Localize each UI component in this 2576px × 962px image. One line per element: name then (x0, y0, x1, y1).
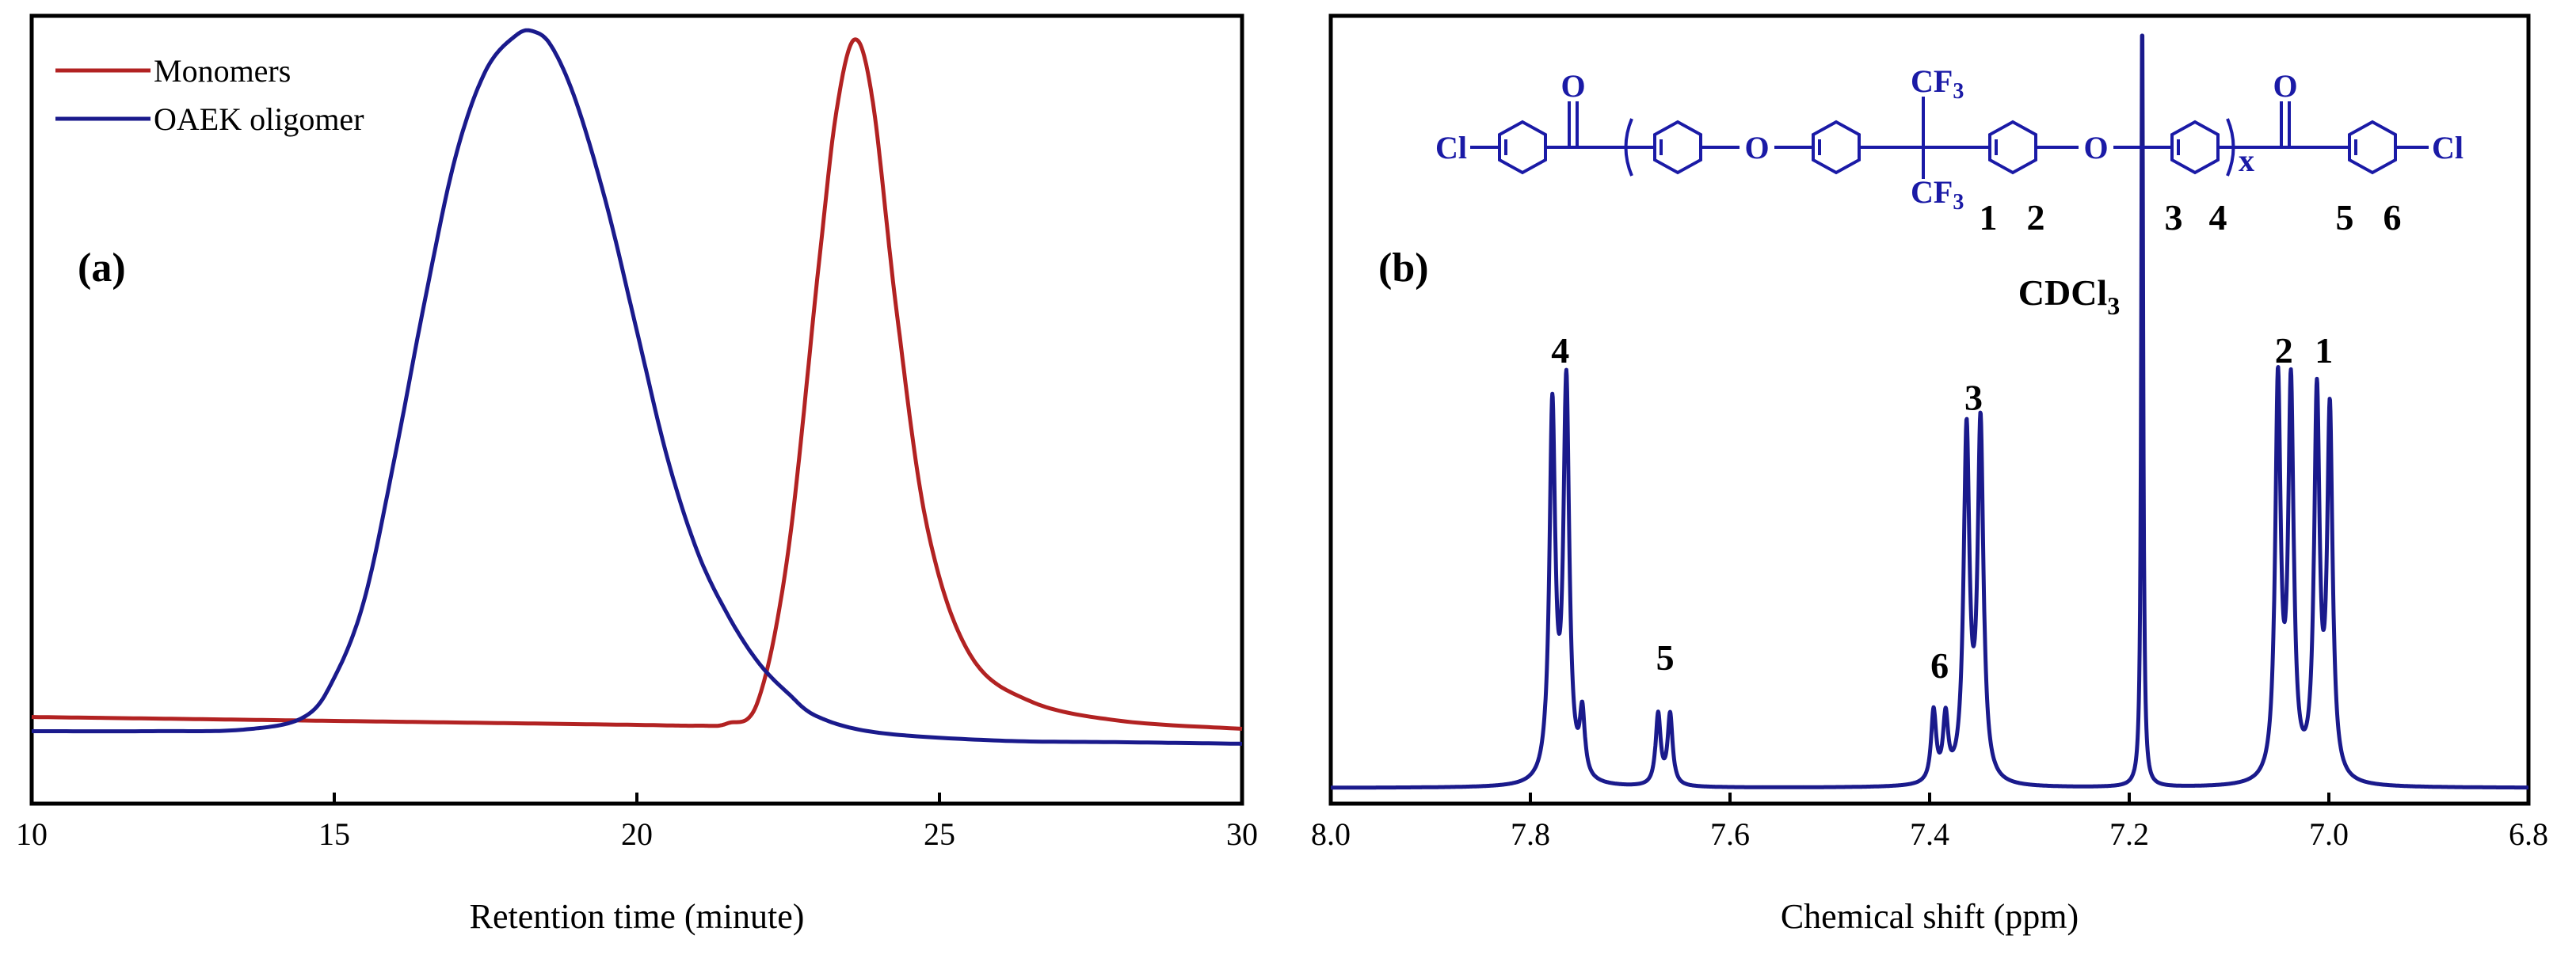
panel-a-x-axis-title: Retention time (minute) (470, 897, 805, 936)
x-tick-label: 15 (318, 816, 350, 852)
atom-cf3-bottom: CF3 (1911, 174, 1964, 215)
panel-a-label: (a) (78, 245, 126, 291)
ring-3 (1812, 120, 1861, 175)
panel-b-x-axis-title: Chemical shift (ppm) (1781, 897, 2079, 936)
panel-b: 8.0 7.8 7.6 7.4 7.2 7.0 6.8 45 632 1 CDCl3 (b) C… (1311, 13, 2548, 936)
panel-a: 10 15 20 25 30 Monomers OAEK oligomer (a) Re… (16, 13, 1258, 936)
structure-number-5: 5 (2336, 197, 2354, 238)
x-tick-label: 7.8 (1511, 816, 1550, 852)
structure-number-6: 6 (2384, 197, 2402, 238)
cf3-bottom-sub: 3 (1953, 190, 1964, 215)
legend-label-oligomer: OAEK oligomer (154, 101, 364, 137)
atom-cl-right: Cl (2432, 130, 2464, 165)
x-tick-label: 20 (621, 816, 653, 852)
atom-cl-left: Cl (1435, 130, 1467, 165)
atom-carbonyl-o1: O (1560, 68, 1585, 104)
cf3-top-main: CF (1911, 63, 1953, 99)
panel-b-peak-labels: 4 5 6 3 2 1 (1551, 330, 2333, 686)
ring-5 (2170, 120, 2220, 175)
ring-1 (1498, 120, 1547, 175)
ring-6 (2348, 120, 2397, 175)
x-tick-label: 7.2 (2109, 816, 2149, 852)
ring-4 (1988, 120, 2037, 175)
x-tick-label: 6.8 (2509, 816, 2548, 852)
atom-cf3-top: CF3 (1911, 63, 1964, 104)
chemical-structure (1470, 97, 2429, 179)
legend-label-monomers: Monomers (154, 53, 291, 89)
peak-label-6: 6 (1930, 645, 1949, 686)
atom-ether-o2: O (2083, 130, 2108, 165)
peak-label-4: 4 (1551, 330, 1569, 371)
peak-label-3: 3 (1964, 378, 1983, 418)
x-tick-label: 7.4 (1910, 816, 1949, 852)
ring-2 (1653, 120, 1702, 175)
panel-b-label: (b) (1378, 245, 1429, 291)
repeat-bracket-right (2226, 118, 2235, 177)
repeat-subscript: x (2239, 143, 2254, 178)
structure-labels: Cl Cl O O O O CF3 CF3 x 1 2 3 4 5 6 (1435, 63, 2464, 238)
peak-label-5: 5 (1656, 637, 1675, 678)
repeat-bracket-left (1624, 118, 1633, 177)
legend: Monomers OAEK oligomer (55, 53, 364, 137)
structure-number-2: 2 (2027, 197, 2045, 238)
x-tick-label: 8.0 (1311, 816, 1351, 852)
panel-b-x-ticks: 8.0 7.8 7.6 7.4 7.2 7.0 6.8 (1311, 793, 2548, 852)
atom-ether-o1: O (1744, 130, 1769, 165)
series-line-oaek-oligomer (32, 28, 1243, 746)
x-tick-label: 25 (924, 816, 955, 852)
series-line-monomers (31, 37, 1243, 731)
panel-a-curves (31, 28, 1243, 746)
x-tick-label: 10 (16, 816, 48, 852)
peak-label-1: 1 (2315, 330, 2333, 371)
panel-a-x-ticks: 10 15 20 25 30 (16, 793, 1258, 852)
solvent-label: CDCl3 (2018, 272, 2120, 320)
structure-number-1: 1 (1980, 197, 1998, 238)
peak-label-2: 2 (2275, 330, 2293, 371)
cf3-top-sub: 3 (1953, 79, 1964, 104)
solvent-label-main: CDCl (2018, 272, 2107, 313)
cf3-bottom-main: CF (1911, 174, 1953, 210)
panel-b-curves (1329, 33, 2530, 790)
x-tick-label: 7.0 (2309, 816, 2349, 852)
atom-carbonyl-o2: O (2273, 68, 2297, 104)
x-tick-label: 30 (1226, 816, 1258, 852)
structure-number-4: 4 (2209, 197, 2227, 238)
x-tick-label: 7.6 (1710, 816, 1750, 852)
solvent-label-sub: 3 (2107, 291, 2120, 320)
series-line-spectrum-0 (1329, 33, 2530, 790)
structure-number-3: 3 (2165, 197, 2183, 238)
